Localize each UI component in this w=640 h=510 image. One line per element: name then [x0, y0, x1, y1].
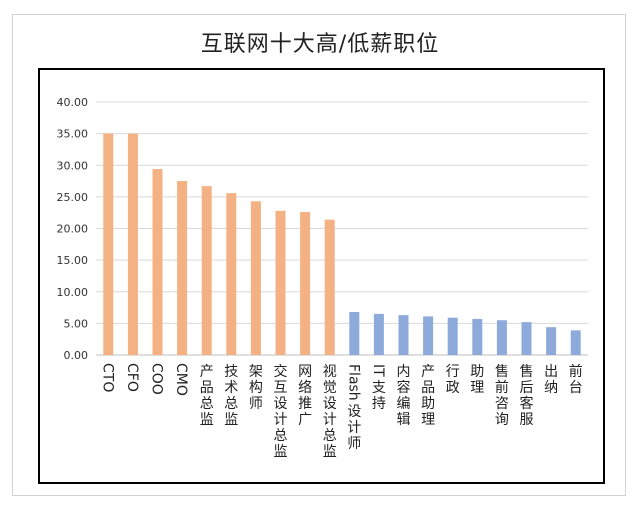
x-category-label: 助理 [470, 364, 484, 396]
chart-title: 互联网十大高/低薪职位 [200, 32, 440, 57]
bar [324, 219, 335, 355]
bar [521, 322, 532, 355]
bar [398, 315, 409, 355]
bar [250, 201, 261, 355]
bar [152, 169, 163, 355]
bar [275, 210, 286, 355]
x-category-label: 售后客服 [520, 364, 534, 428]
x-category-label: 出纳 [544, 364, 558, 396]
x-category-label: 产品助理 [421, 364, 435, 428]
x-category-label: 视觉设计总监 [323, 364, 337, 460]
x-category-label-part: IT [370, 364, 386, 377]
bar [201, 186, 212, 355]
y-tick-label: 10.00 [57, 286, 89, 299]
y-tick-label: 35.00 [57, 128, 89, 141]
bar [103, 133, 114, 355]
x-category-label: 产品总监 [200, 364, 214, 428]
x-category-label: 前台 [569, 363, 583, 396]
y-tick-label: 25.00 [57, 191, 89, 204]
x-category-label: 架构师 [249, 364, 263, 412]
bar [349, 311, 360, 355]
x-category-label: 售前咨询 [495, 364, 509, 428]
x-category-label-part: Flash [345, 364, 361, 401]
x-category-label: 设计师 [347, 404, 361, 452]
y-tick-label: 5.00 [64, 317, 89, 330]
bar [472, 318, 483, 355]
bar [570, 330, 581, 355]
y-tick-label: 0.00 [64, 349, 89, 362]
x-category-label: CFO [124, 363, 140, 392]
x-category-label: 交互设计总监 [274, 363, 288, 460]
bar [226, 193, 237, 355]
x-category-label: 支持 [372, 380, 386, 412]
x-category-label: 内容编辑 [397, 364, 411, 428]
bar [127, 133, 138, 355]
x-category-label: CTO [99, 363, 115, 392]
bar [373, 313, 384, 355]
bar [546, 327, 557, 355]
x-category-label: 技术总监 [224, 364, 238, 428]
bar [177, 181, 188, 355]
x-category-label: 行政 [446, 364, 460, 396]
bar [300, 212, 311, 355]
y-tick-label: 15.00 [57, 254, 89, 267]
x-category-label: 网络推广 [298, 364, 312, 428]
bar [447, 317, 458, 355]
x-category-label: CMO [173, 363, 189, 396]
bar [496, 320, 507, 355]
y-tick-label: 30.00 [57, 159, 89, 172]
x-category-label: COO [149, 363, 165, 395]
y-tick-label: 20.00 [57, 223, 89, 236]
y-tick-label: 40.00 [57, 96, 89, 109]
bar [423, 316, 434, 355]
